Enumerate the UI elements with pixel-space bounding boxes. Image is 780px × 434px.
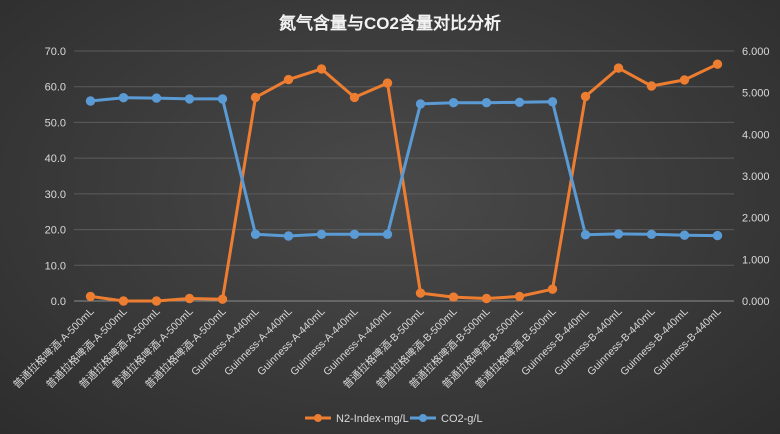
series-layer: [85, 59, 723, 306]
data-point: [415, 99, 426, 109]
left-tick-label: 60.0: [45, 82, 66, 94]
data-point: [481, 293, 492, 304]
data-point: [151, 296, 162, 306]
left-tick-label: 50.0: [45, 117, 66, 129]
data-point: [217, 94, 228, 104]
data-point: [85, 291, 96, 302]
data-point: [250, 229, 261, 240]
left-tick-label: 40.0: [45, 153, 66, 165]
right-tick-label: 4.000: [742, 129, 770, 141]
data-point: [712, 59, 723, 69]
data-point: [547, 97, 558, 107]
data-point: [118, 296, 129, 306]
left-axis-ticks: 0.0 10.0 20.0 30.0 40.0 50.0 60.0 70.0: [45, 46, 66, 308]
legend: N2-Index-mg/L CO2-g/L: [305, 413, 483, 425]
right-tick-label: 1.000: [742, 254, 770, 266]
chart-title: 氮气含量与CO2含量对比分析: [279, 13, 501, 33]
data-point: [184, 293, 195, 304]
series-line-1: [89, 96, 719, 238]
data-point: [580, 91, 591, 102]
data-point: [283, 231, 294, 241]
legend-swatch-marker: [314, 414, 322, 422]
data-point: [514, 291, 525, 302]
legend-label: CO2-g/L: [441, 413, 483, 425]
right-tick-label: 6.000: [742, 46, 770, 58]
data-point: [613, 63, 624, 73]
data-point: [646, 229, 657, 240]
data-point: [184, 94, 195, 104]
legend-swatch-marker: [419, 414, 427, 422]
data-point: [679, 230, 690, 240]
right-tick-label: 5.000: [742, 88, 770, 100]
data-point: [448, 292, 459, 302]
data-point: [316, 64, 327, 74]
data-point: [448, 98, 459, 108]
right-tick-label: 0.000: [742, 296, 770, 308]
data-point: [679, 75, 690, 85]
data-point: [349, 229, 360, 240]
data-point: [118, 93, 129, 103]
data-point: [712, 230, 723, 241]
data-point: [580, 230, 591, 240]
left-tick-label: 30.0: [45, 189, 66, 201]
data-point: [481, 98, 492, 108]
left-tick-label: 10.0: [45, 260, 66, 272]
gridlines: [74, 50, 734, 302]
x-axis-ticks: 普通拉格啤酒-A-500mL普通拉格啤酒-A-500mL普通拉格啤酒-A-500…: [10, 305, 723, 391]
data-point: [250, 92, 261, 103]
data-point: [547, 284, 558, 294]
data-point: [646, 81, 657, 91]
left-tick-label: 0.0: [51, 296, 66, 308]
series-line-0: [89, 62, 719, 303]
data-point: [283, 74, 294, 85]
right-tick-label: 3.000: [742, 171, 770, 183]
data-point: [382, 78, 393, 88]
right-axis-ticks: 0.000 1.000 2.000 3.000 4.000 5.000 6.000: [742, 46, 770, 308]
legend-label: N2-Index-mg/L: [336, 413, 409, 425]
data-point: [613, 229, 624, 239]
data-point: [217, 294, 228, 304]
data-point: [514, 97, 525, 108]
right-tick-label: 2.000: [742, 213, 770, 225]
data-point: [382, 229, 393, 240]
data-point: [316, 229, 327, 240]
data-point: [151, 93, 162, 103]
left-tick-label: 70.0: [45, 46, 66, 58]
left-tick-label: 20.0: [45, 225, 66, 237]
data-point: [349, 92, 360, 103]
data-point: [85, 96, 96, 106]
data-point: [415, 288, 426, 298]
